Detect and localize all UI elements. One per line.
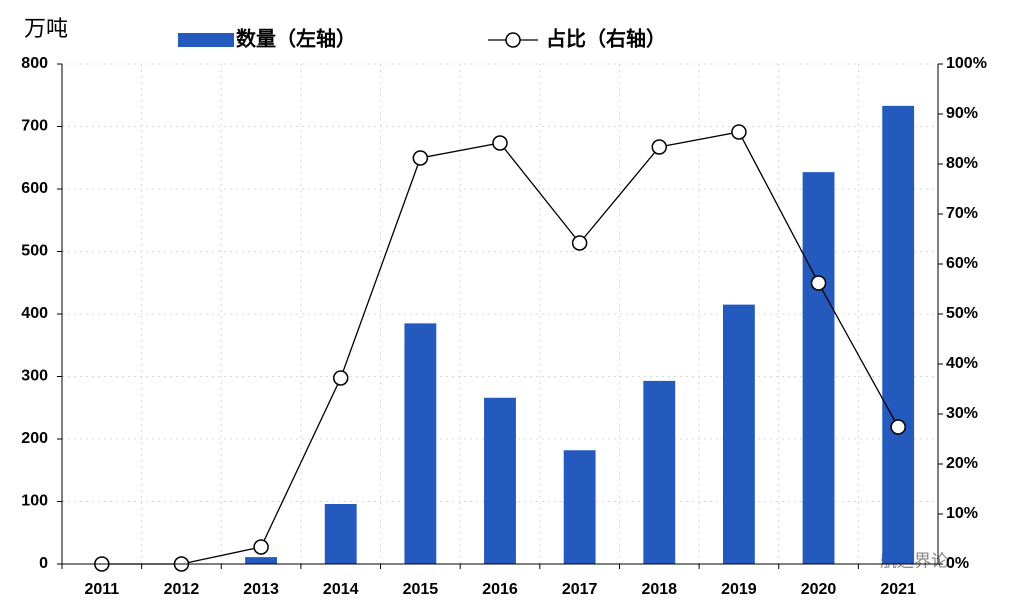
- legend-label: 数量（左轴）: [236, 26, 356, 50]
- line-marker: [253, 539, 269, 555]
- x-tick-label: 2012: [164, 581, 200, 598]
- x-tick-label: 2014: [323, 581, 359, 598]
- bar: [324, 504, 357, 564]
- y2-tick-label: 40%: [946, 355, 978, 372]
- x-tick-label: 2020: [801, 581, 837, 598]
- y2-tick-label: 70%: [946, 205, 978, 222]
- y2-tick-label: 90%: [946, 105, 978, 122]
- y-tick-label: 300: [21, 368, 48, 385]
- bar: [802, 172, 835, 564]
- y2-tick-label: 0%: [946, 555, 969, 572]
- line-marker: [731, 124, 747, 140]
- y-tick-label: 400: [21, 305, 48, 322]
- line-marker: [810, 275, 827, 291]
- line-marker: [412, 150, 429, 166]
- x-tick-label: 2013: [243, 581, 279, 598]
- bar: [404, 323, 437, 564]
- bar: [563, 450, 596, 564]
- y-tick-label: 800: [21, 55, 48, 72]
- legend-marker: [505, 32, 521, 48]
- bar: [643, 380, 676, 564]
- y-tick-label: 100: [21, 493, 48, 510]
- y-tick-label: 700: [21, 118, 48, 135]
- y-axis-label: 万吨: [24, 16, 68, 41]
- legend-label: 占比（右轴）: [546, 26, 666, 50]
- bar: [722, 304, 755, 564]
- line-marker: [651, 139, 668, 155]
- y2-tick-label: 20%: [946, 455, 978, 472]
- line-marker: [890, 419, 906, 435]
- legend-swatch: [178, 33, 234, 47]
- y-tick-label: 600: [21, 180, 48, 197]
- bar: [484, 397, 516, 564]
- y2-tick-label: 50%: [946, 305, 978, 322]
- x-tick-label: 2017: [562, 581, 598, 598]
- x-tick-label: 2016: [482, 581, 518, 598]
- y2-tick-label: 100%: [946, 55, 987, 72]
- y2-tick-label: 80%: [946, 155, 978, 172]
- bar: [245, 557, 278, 564]
- y-tick-label: 200: [21, 430, 48, 447]
- x-tick-label: 2015: [403, 581, 439, 598]
- x-tick-label: 2021: [880, 581, 916, 598]
- x-tick-label: 2019: [721, 581, 757, 598]
- y2-tick-label: 60%: [946, 255, 978, 272]
- line-marker: [492, 135, 508, 151]
- y-tick-label: 0: [39, 555, 48, 572]
- y2-tick-label: 30%: [946, 405, 978, 422]
- y-tick-label: 500: [21, 243, 48, 260]
- bar: [882, 105, 915, 564]
- y2-tick-label: 10%: [946, 505, 978, 522]
- line-marker: [332, 370, 349, 386]
- x-tick-label: 2018: [641, 581, 677, 598]
- x-tick-label: 2011: [84, 581, 119, 598]
- line-marker: [571, 235, 588, 251]
